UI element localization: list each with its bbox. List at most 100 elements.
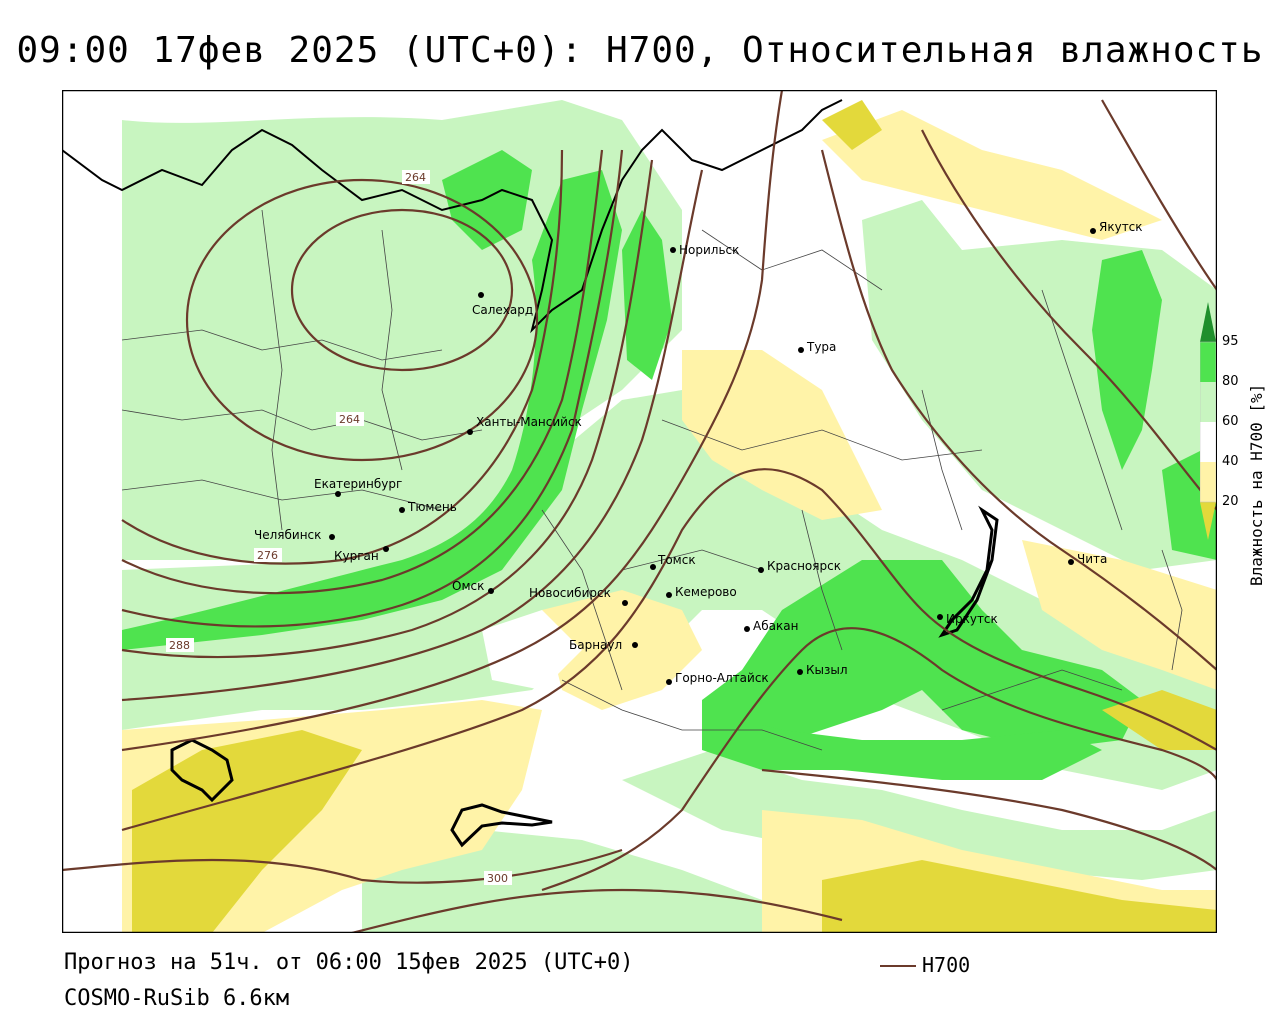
city-dot bbox=[478, 292, 484, 298]
city-label: Омск bbox=[452, 579, 484, 593]
city-dot bbox=[758, 567, 764, 573]
city-dot bbox=[399, 507, 405, 513]
humidity-60-80-south bbox=[362, 830, 822, 933]
h700-contour-14 bbox=[921, 129, 1217, 511]
city-label: Тюмень bbox=[407, 500, 457, 514]
colorbar-60-80 bbox=[1200, 382, 1216, 422]
h700-contour-12 bbox=[351, 888, 843, 933]
contour-label: 276 bbox=[257, 549, 278, 562]
colorbar-gt95 bbox=[1200, 302, 1216, 342]
h700-legend-swatch bbox=[880, 965, 916, 967]
city-dot bbox=[797, 669, 803, 675]
humidity-20-40-yenisei bbox=[542, 590, 702, 710]
city-dot bbox=[670, 247, 676, 253]
humidity-80-95-altai bbox=[702, 710, 1102, 780]
caspian-sea bbox=[170, 738, 234, 803]
colorbar-20-40 bbox=[1200, 462, 1216, 502]
colorbar-tick: 80 bbox=[1222, 374, 1239, 389]
humidity-60-80-south-east bbox=[622, 750, 1217, 880]
colorbar-tick: 95 bbox=[1222, 334, 1239, 349]
h700-contour-2 bbox=[185, 178, 539, 462]
city-dot bbox=[798, 347, 804, 353]
h700-contour-4 bbox=[121, 149, 604, 595]
h700-contour-9 bbox=[121, 468, 1217, 832]
forecast-info: Прогноз на 51ч. от 06:00 15фев 2025 (UTC… bbox=[64, 950, 634, 975]
out-of-domain-left bbox=[62, 90, 122, 933]
city-dot bbox=[1068, 559, 1074, 565]
city-dot bbox=[488, 588, 494, 594]
city-label: Тура bbox=[806, 340, 836, 354]
city-dot bbox=[622, 600, 628, 606]
h700-contour-13 bbox=[820, 149, 1217, 671]
city-dot bbox=[666, 679, 672, 685]
contour-label: 300 bbox=[487, 872, 508, 885]
lake-balkhash bbox=[450, 803, 553, 848]
city-label: Норильск bbox=[679, 243, 739, 257]
humidity-lt20-north bbox=[822, 100, 882, 150]
lake-baikal bbox=[938, 505, 999, 638]
city-label: Красноярск bbox=[767, 559, 841, 573]
city-label: Кызыл bbox=[806, 663, 848, 677]
city-dot bbox=[937, 614, 943, 620]
colorbar bbox=[1200, 302, 1216, 540]
h700-contour-3 bbox=[121, 149, 564, 565]
city-label: Челябинск bbox=[254, 528, 321, 542]
h700-contour-10 bbox=[541, 627, 1217, 892]
city-label: Абакан bbox=[753, 619, 798, 633]
map-frame bbox=[62, 90, 1217, 933]
page-title: 09:00 17фев 2025 (UTC+0): H700, Относите… bbox=[16, 30, 1264, 71]
contour-label-group: 264 264 276 288 300 bbox=[166, 170, 512, 885]
forecast-map: 264 264 276 288 300 Норильск Якутск Сале… bbox=[62, 90, 1217, 933]
humidity-lt20-south bbox=[822, 860, 1217, 933]
humidity-80-95-yakutia bbox=[1092, 250, 1162, 470]
contour-label: 264 bbox=[339, 413, 360, 426]
city-dot bbox=[632, 642, 638, 648]
city-label: Курган bbox=[334, 549, 379, 563]
humidity-20-40-central bbox=[682, 350, 882, 520]
city-label: Новосибирск bbox=[529, 586, 611, 600]
colorbar-tick: 60 bbox=[1222, 414, 1239, 429]
city-label: Иркутск bbox=[946, 612, 998, 626]
h700-contour-11 bbox=[62, 848, 623, 884]
city-dot bbox=[467, 429, 473, 435]
colorbar-title: Влажность на H700 [%] bbox=[1247, 383, 1266, 586]
city-dot bbox=[329, 534, 335, 540]
city-dot bbox=[666, 592, 672, 598]
map-svg: 264 264 276 288 300 Норильск Якутск Сале… bbox=[62, 90, 1217, 933]
contour-label: 264 bbox=[405, 171, 426, 184]
city-dot bbox=[744, 626, 750, 632]
city-label: Якутск bbox=[1099, 220, 1143, 234]
humidity-80-95-front bbox=[122, 170, 622, 650]
h700-contour-7 bbox=[121, 169, 704, 702]
h700-contours bbox=[62, 90, 1217, 933]
h700-legend-label: H700 bbox=[922, 953, 971, 977]
colorbar-tick: 20 bbox=[1222, 494, 1239, 509]
h700-contour-inner bbox=[290, 208, 514, 372]
h700-contour-15 bbox=[1101, 99, 1217, 291]
colorbar-40-60 bbox=[1200, 422, 1216, 462]
humidity-20-40-north-east bbox=[822, 110, 1162, 240]
city-dot bbox=[335, 491, 341, 497]
h700-contour-6 bbox=[121, 159, 654, 659]
city-label: Барнаул bbox=[569, 638, 622, 652]
region-borders bbox=[121, 209, 1183, 751]
city-label: Ханты-Мансийск bbox=[476, 415, 582, 429]
contour-label: 288 bbox=[169, 639, 190, 652]
city-dot bbox=[1090, 228, 1096, 234]
colorbar-80-95 bbox=[1200, 342, 1216, 382]
colorbar-tick: 40 bbox=[1222, 454, 1239, 469]
city-label: Екатеринбург bbox=[314, 477, 402, 491]
coastline-north bbox=[62, 99, 843, 334]
city-markers: Норильск Якутск Салехард Тура Ханты-Манс… bbox=[254, 220, 1143, 685]
city-label: Томск bbox=[657, 553, 696, 567]
h700-contour-8 bbox=[121, 90, 784, 752]
city-dot bbox=[650, 564, 656, 570]
h700-contour-5 bbox=[121, 149, 624, 628]
city-label: Чита bbox=[1077, 552, 1107, 566]
city-label: Салехард bbox=[472, 303, 533, 317]
h700-contour-16 bbox=[761, 768, 1217, 871]
city-label: Кемерово bbox=[675, 585, 737, 599]
city-dot bbox=[383, 546, 389, 552]
humidity-80-95-ural bbox=[622, 210, 672, 380]
city-label: Горно-Алтайск bbox=[675, 671, 769, 685]
